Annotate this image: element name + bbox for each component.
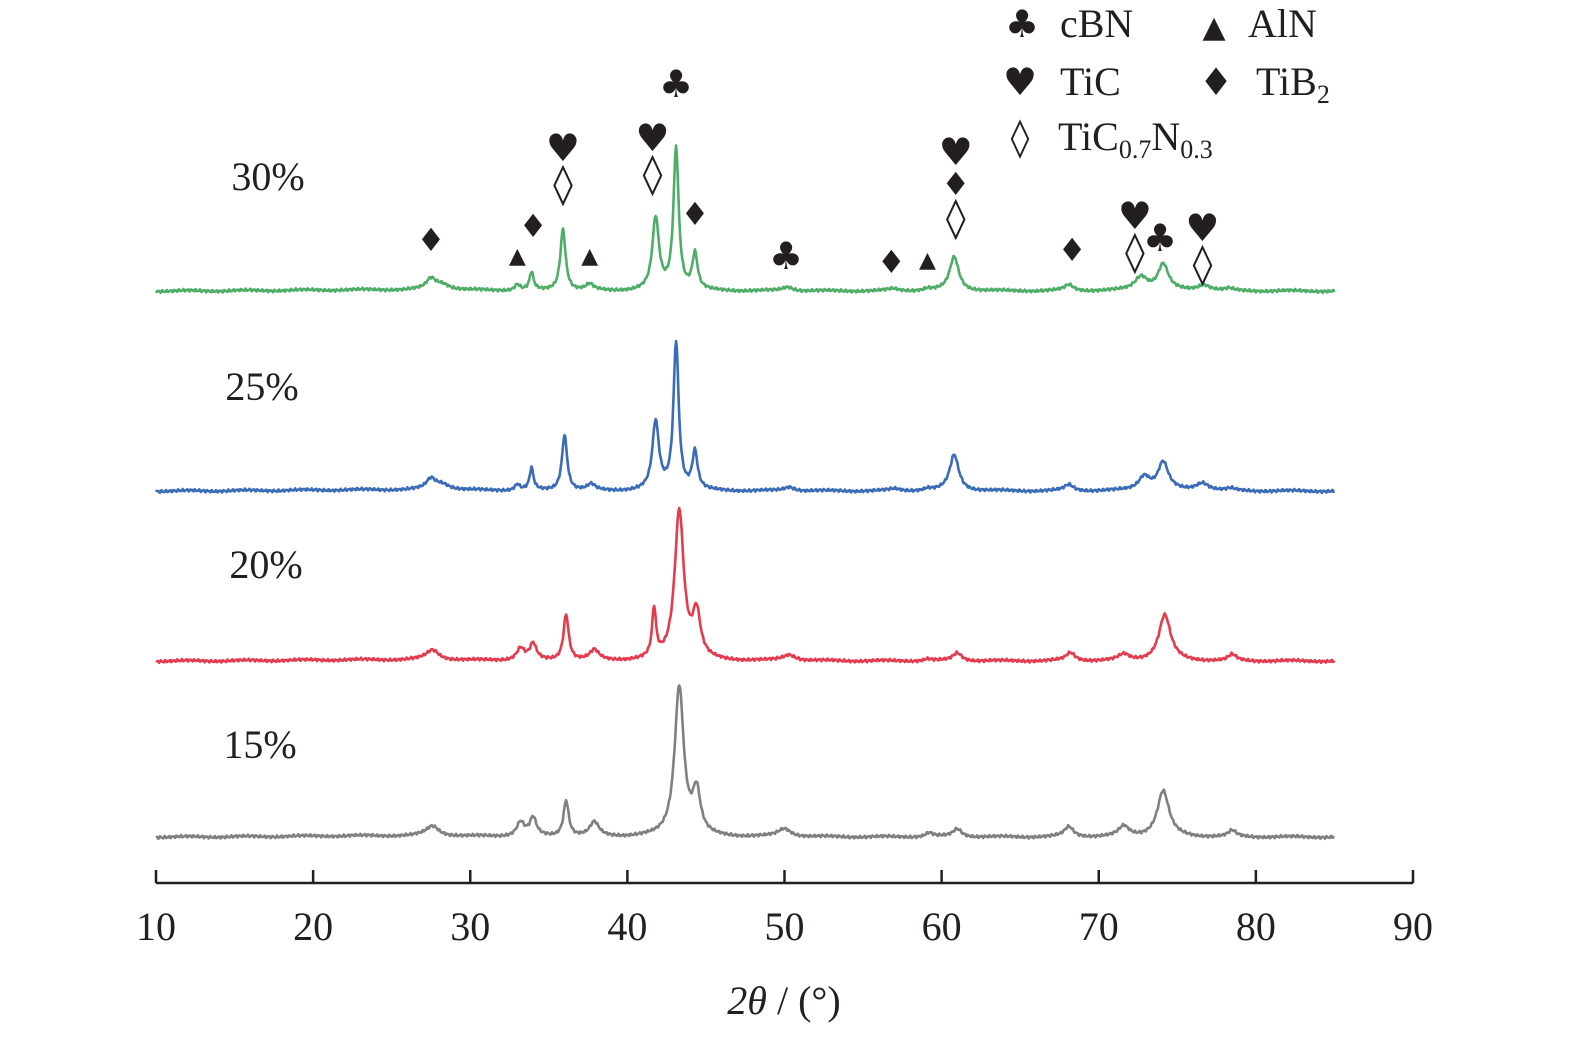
series-line-15pct <box>155 684 1335 841</box>
legend-label-subscript: 0.7 <box>1119 135 1152 164</box>
legend-label: AlN <box>1248 1 1317 46</box>
series-line-20pct <box>155 506 1336 665</box>
series-label: 25% <box>225 364 298 409</box>
peak-marker-club: ♣ <box>769 234 803 278</box>
peak-marker-heart: ♥ <box>635 116 669 160</box>
legend-label-main: cBN <box>1060 1 1133 46</box>
peak-marker-heart: ♥ <box>1185 206 1219 250</box>
series-line-30pct <box>154 144 1336 295</box>
series-label-layer: 30% 25% 20% 15% <box>223 154 304 767</box>
x-axis-title-symbol: 2θ <box>727 978 767 1023</box>
peak-marker-diamond-open: ◊ <box>643 151 663 197</box>
legend-label-part: N <box>1151 114 1180 159</box>
legend-label-subscript: 2 <box>1317 80 1330 109</box>
peak-marker-triangle: ▲ <box>509 244 526 269</box>
peak-marker-diamond: ♦ <box>1058 231 1087 269</box>
legend-label: TiC <box>1060 59 1121 104</box>
peak-marker-heart: ♥ <box>939 130 973 174</box>
peak-marker-triangle: ▲ <box>581 244 598 269</box>
peak-marker-diamond: ♦ <box>941 165 970 203</box>
series-label: 30% <box>231 154 304 199</box>
legend-label-subscript: 0.3 <box>1180 135 1213 164</box>
series-label: 15% <box>223 722 296 767</box>
x-tick-label: 60 <box>922 904 962 949</box>
legend-symbol-triangle: ▲ <box>1202 10 1225 45</box>
legend-label-main: TiC <box>1060 59 1121 104</box>
peak-marker-diamond: ♦ <box>519 207 548 245</box>
x-tick-label: 30 <box>450 904 490 949</box>
x-tick-label: 50 <box>765 904 805 949</box>
peak-marker-diamond-open: ◊ <box>1193 241 1213 287</box>
legend-label: TiB2 <box>1256 59 1330 109</box>
x-tick-label: 40 <box>607 904 647 949</box>
x-tick-label: 20 <box>293 904 333 949</box>
x-tick-label: 70 <box>1079 904 1119 949</box>
peak-marker-club: ♣ <box>1143 216 1177 260</box>
peak-marker-diamond: ♦ <box>417 221 446 259</box>
x-tick-label: 90 <box>1393 904 1433 949</box>
peak-marker-triangle: ▲ <box>919 248 936 273</box>
peak-marker-diamond: ♦ <box>681 195 710 233</box>
peak-marker-heart: ♥ <box>1118 194 1152 238</box>
peak-marker-club: ♣ <box>659 62 693 106</box>
peak-marker-diamond-open: ◊ <box>1125 229 1145 275</box>
x-axis-title: 2θ / (°) <box>727 978 840 1023</box>
peak-marker-diamond-open: ◊ <box>946 195 966 241</box>
x-tick-label: 80 <box>1236 904 1276 949</box>
x-axis: 10 20 30 40 50 60 70 80 90 <box>136 870 1433 949</box>
legend-symbol-diamond-open: ◊ <box>1011 115 1030 159</box>
series-layer <box>154 144 1336 841</box>
x-axis-title-unit: / (°) <box>767 978 841 1023</box>
series-line-25pct <box>154 339 1335 495</box>
peak-annotation-layer: ♦ ▲♦◊♥▲◊♥♣♦♣ ♦ ▲◊♦♥♦ ◊♥♣◊♥ <box>417 62 1220 287</box>
legend-label: TiC0.7N0.3 <box>1058 114 1213 164</box>
legend: ♣ cBN ▲ AlN♥ TiC ♦ TiB2◊ TiC0.7N0.3 <box>1003 1 1330 164</box>
peak-marker-heart: ♥ <box>546 126 580 170</box>
legend-symbol-diamond: ♦ <box>1199 60 1233 104</box>
peak-marker-diamond-open: ◊ <box>553 161 573 207</box>
legend-symbol-heart: ♥ <box>1003 60 1037 104</box>
legend-label: cBN <box>1060 1 1133 46</box>
x-tick-label: 10 <box>136 904 176 949</box>
legend-symbol-club: ♣ <box>1005 2 1039 46</box>
legend-label-main: TiC <box>1058 114 1119 159</box>
legend-label-main: AlN <box>1248 1 1317 46</box>
legend-label-main: TiB <box>1256 59 1317 104</box>
series-label: 20% <box>229 542 302 587</box>
peak-marker-diamond: ♦ <box>877 243 906 281</box>
